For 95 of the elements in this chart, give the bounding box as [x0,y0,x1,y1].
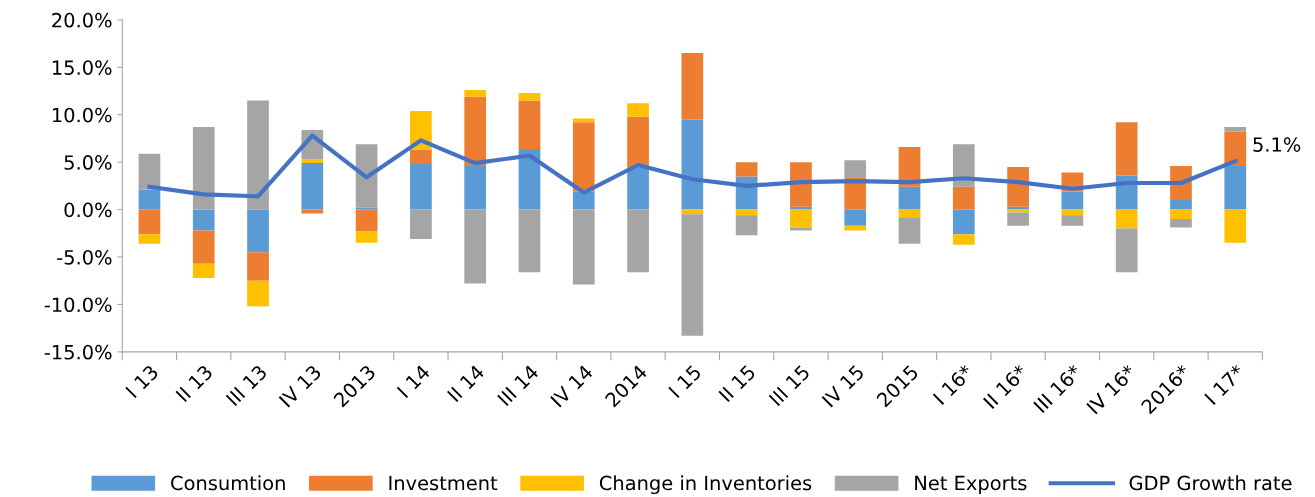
bar [627,167,649,210]
bar [192,127,215,210]
y-tick-label: -5.0% [57,249,112,265]
bar [301,163,324,210]
bar [627,116,649,168]
x-tick-label: IV 14 [550,364,594,408]
x-tick-label: II 14 [446,364,485,403]
bar [138,189,161,210]
bar [1224,127,1247,132]
bar [898,186,921,210]
bar [247,209,269,253]
x-tick-label: II 16* [982,363,1029,410]
legend-label: Investment [389,475,498,491]
y-tick-label: 15.0% [52,60,112,75]
bar [627,103,649,117]
legend-label: Net Exports [915,475,1027,495]
bar [790,206,812,210]
bar [681,214,704,336]
bar [844,209,867,226]
bar [681,119,704,210]
bar [1115,122,1138,176]
bar [138,234,161,244]
x-tick-label: IV 15 [821,364,865,408]
bar [247,100,269,210]
bar [518,100,541,149]
bar [572,122,595,192]
bar [247,280,269,307]
bar [410,164,432,210]
bar [735,215,758,236]
bar [355,231,378,243]
bar [355,209,378,232]
bar [952,209,975,235]
y-tick-label: 20.0% [52,12,112,28]
x-tick-label: III 14 [497,364,540,407]
bar [1170,200,1192,210]
bar [1115,209,1138,229]
bar [735,162,758,177]
bar [518,148,541,210]
bar [464,209,487,284]
bar [681,53,704,120]
y-tick-label: 10.0% [52,107,112,123]
x-tick-label: IV 16* [1086,363,1137,415]
bar [1061,215,1084,226]
legend-label: Change in Inventories [599,475,812,495]
y-tick-label: 0.0% [64,202,112,218]
bar [518,209,541,273]
x-tick-label: III 16* [1033,363,1083,414]
x-tick-label: I 15 [668,364,702,399]
bar [952,234,975,245]
x-tick-label: II 13 [175,364,214,403]
x-tick-label: I 17* [1204,363,1246,405]
annotation: 5.1% [1253,137,1301,152]
y-tick-label: 5.0% [64,155,112,170]
bar [1061,191,1084,210]
bar [464,90,487,97]
legend-label: Consumtion [171,475,285,491]
bar [138,209,161,235]
legend-label: GDP Growth rate [1129,475,1292,491]
bar [844,160,867,178]
x-tick-label: I 13 [125,364,159,399]
line-series [147,133,1238,199]
bar [790,209,812,228]
bar [1224,131,1247,166]
bar [627,209,649,273]
bar [464,96,487,166]
bar [898,217,921,244]
bar [464,165,487,210]
bar [952,186,975,210]
bar [1170,209,1192,220]
bar [355,144,378,208]
bar [192,209,215,231]
bar [247,252,269,281]
bar [1007,212,1029,226]
x-tick-label: I 16* [932,363,975,406]
x-tick-label: IV 13 [278,364,322,408]
bar [518,92,541,101]
bar [1170,219,1192,228]
bar [301,159,324,164]
y-tick-label: -10.0% [44,297,112,313]
bar [192,263,215,278]
x-tick-label: II 15 [718,364,757,403]
bar [410,149,432,165]
x-tick-label: III 15 [768,364,811,407]
bar [1224,165,1247,210]
y-tick-label: -15.0% [44,344,112,360]
bar [192,230,215,264]
bar [1115,228,1138,273]
x-tick-label: I 14 [396,364,431,399]
bar [572,209,595,285]
bar [1224,209,1247,243]
bar [790,162,812,207]
bar [138,153,161,190]
x-tick-label: III 13 [225,364,268,407]
bar [572,191,595,210]
bar [410,209,432,239]
